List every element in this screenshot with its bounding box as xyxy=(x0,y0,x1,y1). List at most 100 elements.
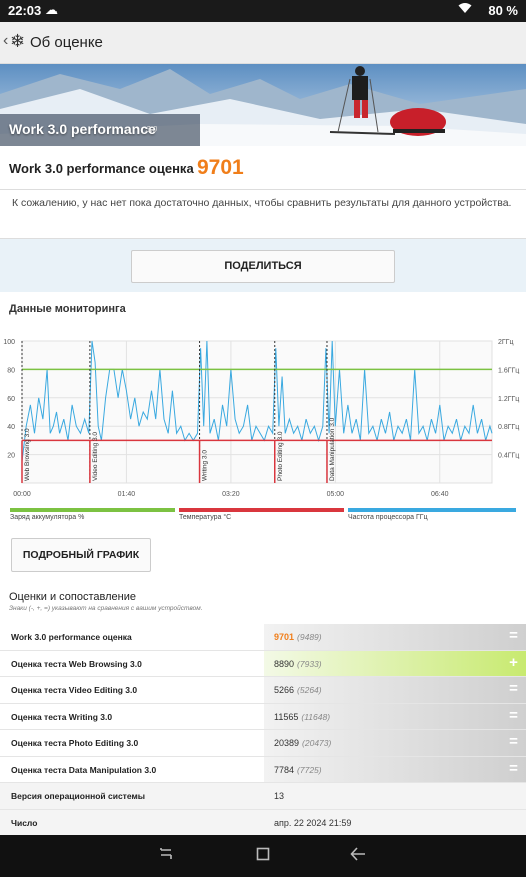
back-chevron-icon[interactable]: ‹ xyxy=(3,32,9,49)
score-number: 5266 (5264) xyxy=(274,685,322,695)
comparison-row-label: Оценка теста Writing 3.0 xyxy=(11,711,113,722)
legend-battery-label: Заряд аккумулятора % xyxy=(10,514,85,521)
comparison-row-label: Оценка теста Video Editing 3.0 xyxy=(11,685,138,695)
y-tick-label-right: 0.8ГГц xyxy=(498,424,519,431)
comparison-row-value: 8890 (7933) + xyxy=(264,650,526,676)
comparison-row-value: 11565 (11648) = xyxy=(264,703,526,729)
score-value: 5266 xyxy=(274,685,295,695)
monitoring-chart-svg: 100 80 60 40 20 2ГГц 1.6ГГц 1.2ГГц 0.8ГГц 0.4ГГц 0… xyxy=(3,339,519,498)
comparison-table: Work 3.0 performance оценка 9701 (9489) = Оц… xyxy=(0,624,526,836)
clock: 22:03 xyxy=(8,3,42,18)
home-icon[interactable] xyxy=(256,847,270,866)
comparison-row[interactable]: Оценка теста Data Manipulation 3.0 7784 (7… xyxy=(0,756,526,783)
score-label: Work 3.0 performance оценка xyxy=(9,161,194,176)
comparison-row[interactable]: Оценка теста Web Browsing 3.0 8890 (7933) + xyxy=(0,650,526,677)
score-number: 9701 (9489) xyxy=(274,632,322,642)
hero-version: 3.0 xyxy=(146,125,158,134)
x-tick-label: 00:00 xyxy=(13,491,31,498)
monitoring-chart: 100 80 60 40 20 2ГГц 1.6ГГц 1.2ГГц 0.8ГГц 0.4ГГц 0… xyxy=(0,333,526,503)
info-value-cell: 13 xyxy=(264,783,526,809)
score-number: 7784 (7725) xyxy=(274,765,322,775)
x-tick-label: 01:40 xyxy=(118,491,136,498)
score-value: 8890 xyxy=(274,658,295,669)
equal-icon: = xyxy=(509,759,518,777)
comparison-row[interactable]: Оценка теста Video Editing 3.0 5266 (5264)… xyxy=(0,677,526,704)
score-summary: Work 3.0 performance оценка 9701 xyxy=(0,146,526,190)
y-tick-label-right: 1.6ГГц xyxy=(498,367,519,374)
reference-score: (7933) xyxy=(297,658,322,669)
section-marker-label: Data Manipulation 3.0 xyxy=(329,417,336,481)
comparison-subtitle: Знаки (-, +, =) указывают на сравнения с… xyxy=(9,605,203,612)
cloud-icon: ☁ xyxy=(45,2,58,17)
cpu-frequency-line xyxy=(21,340,493,462)
reference-score: (20473) xyxy=(302,738,332,748)
y-tick-label-right: 1.2ГГц xyxy=(498,396,519,403)
page-title: Об оценке xyxy=(30,34,103,51)
y-tick-label-right: 0.4ГГц xyxy=(498,453,519,460)
equal-icon: = xyxy=(509,706,518,724)
reference-score: (11648) xyxy=(301,711,331,722)
y-tick-label-left: 40 xyxy=(7,424,15,431)
chart-legend: Заряд аккумулятора % Температура °C Част… xyxy=(0,508,526,524)
snowflake-icon: ❄ xyxy=(10,31,26,51)
reference-score: (5264) xyxy=(297,685,322,695)
legend-cpu-swatch xyxy=(348,508,516,512)
reference-score: (7725) xyxy=(297,764,322,775)
hero-banner: Work 3.0 performance 3.0 xyxy=(0,64,526,146)
score-value: 20389 xyxy=(274,738,300,748)
comparison-row[interactable]: Work 3.0 performance оценка 9701 (9489) = xyxy=(0,624,526,651)
info-value: 13 xyxy=(274,791,285,801)
comparison-row[interactable]: Оценка теста Writing 3.0 11565 (11648) = xyxy=(0,703,526,730)
app-bar: ‹ ❄ Об оценке xyxy=(0,22,526,64)
score-value: 9701 xyxy=(274,632,295,642)
score-number: 8890 (7933) xyxy=(274,659,322,669)
comparison-title: Оценки и сопоставление xyxy=(9,591,136,603)
comparison-row-label: Work 3.0 performance оценка xyxy=(11,632,132,642)
x-tick-label: 05:00 xyxy=(327,491,345,498)
section-marker-label: Writing 3.0 xyxy=(202,450,209,481)
comparison-row-value: 7784 (7725) = xyxy=(264,756,526,782)
equal-icon: = xyxy=(509,680,518,697)
info-label: Число xyxy=(11,817,38,828)
comparison-row-label: Оценка теста Web Browsing 3.0 xyxy=(11,658,142,669)
comparison-row-label: Оценка теста Photo Editing 3.0 xyxy=(11,738,139,748)
legend-temperature-label: Температура °C xyxy=(179,514,232,521)
comparison-row-label: Оценка теста Data Manipulation 3.0 xyxy=(11,764,157,775)
y-tick-label-left: 20 xyxy=(7,453,15,460)
info-row: Версия операционной системы 13 xyxy=(0,783,526,810)
comparison-row-value: 20389 (20473) = xyxy=(264,730,526,756)
equal-icon: = xyxy=(509,733,518,750)
info-row: Число апр. 22 2024 21:59 xyxy=(0,809,526,836)
comparison-note: К сожалению, у нас нет пока достаточно д… xyxy=(12,197,512,209)
score-value: 9701 xyxy=(197,156,244,179)
reference-score: (9489) xyxy=(297,632,322,642)
comparison-row-value: 5266 (5264) = xyxy=(264,677,526,703)
legend-battery-swatch xyxy=(10,508,175,512)
detail-chart-button[interactable]: ПОДРОБНЫЙ ГРАФИК xyxy=(11,538,151,572)
back-arrow-icon[interactable] xyxy=(350,847,366,866)
status-bar: 22:03 ☁ 80 % xyxy=(0,0,526,22)
legend-temperature: Температура °C xyxy=(179,508,344,521)
section-marker-label: Video Editing 3.0 xyxy=(92,432,99,481)
score-number: 11565 (11648) xyxy=(274,712,330,722)
equal-icon: = xyxy=(509,627,518,644)
share-area: ПОДЕЛИТЬСЯ xyxy=(0,238,526,292)
skier-figure xyxy=(329,66,446,136)
comparison-row[interactable]: Оценка теста Photo Editing 3.0 20389 (2047… xyxy=(0,730,526,757)
score-value: 7784 xyxy=(274,764,295,775)
wifi-icon xyxy=(458,2,472,17)
section-marker-label: Web Browsing 3.0 xyxy=(24,428,31,481)
legend-battery: Заряд аккумулятора % xyxy=(10,508,175,521)
hero-image xyxy=(0,64,526,146)
legend-cpu: Частота процессора ГГц xyxy=(348,508,516,521)
legend-temperature-swatch xyxy=(179,508,344,512)
y-tick-label-left: 100 xyxy=(3,339,15,346)
battery-level: 80 % xyxy=(488,3,518,18)
info-value-cell: апр. 22 2024 21:59 xyxy=(264,810,526,836)
section-marker-label: Photo Editing 3.0 xyxy=(277,431,284,481)
plus-icon: + xyxy=(509,653,518,671)
score-value: 11565 xyxy=(274,711,299,722)
share-button[interactable]: ПОДЕЛИТЬСЯ xyxy=(131,250,395,283)
x-tick-label: 03:20 xyxy=(222,491,240,498)
recents-icon[interactable] xyxy=(158,847,174,866)
